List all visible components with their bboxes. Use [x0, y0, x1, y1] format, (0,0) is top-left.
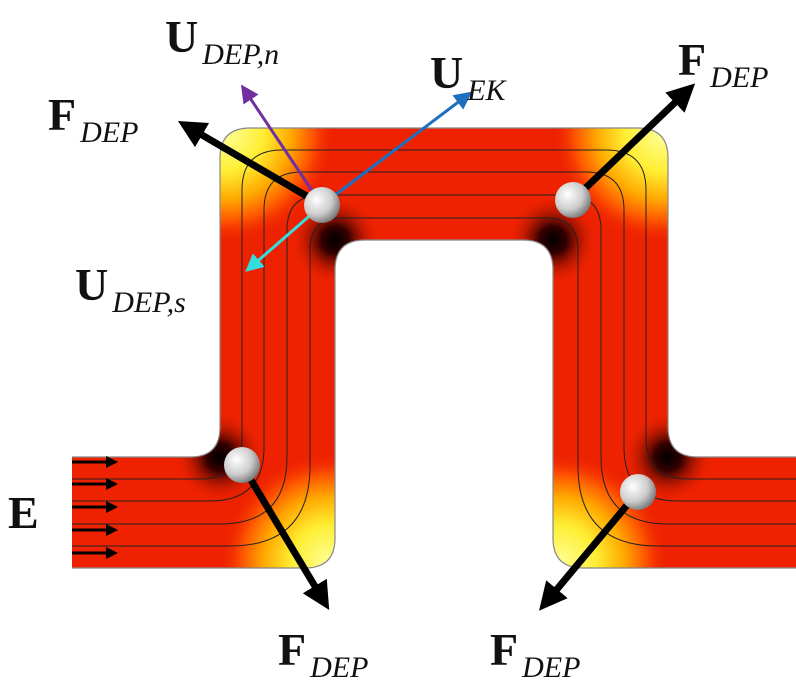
label-sub: DEP: [709, 61, 768, 94]
label-main: U: [75, 259, 108, 310]
label-sub: DEP,s⃗: [111, 286, 209, 319]
label-main: U: [165, 11, 198, 62]
label-sub: DEP: [521, 651, 580, 680]
label-main: U: [430, 47, 463, 98]
label-main: F: [48, 89, 76, 140]
label-main: F: [678, 34, 706, 85]
label: E: [8, 487, 39, 538]
label-main: E: [8, 487, 39, 538]
label-main: F: [490, 624, 518, 675]
label-sub: DEP: [79, 116, 138, 149]
label-sub: DEP,n⃗: [201, 38, 302, 71]
channel: [60, 23, 796, 673]
label-sub: DEP: [309, 651, 368, 680]
diagram: UDEP,n⃗UEKFDEPFDEPUDEP,s⃗EFDEPFDEP: [0, 0, 796, 680]
label-main: F: [278, 624, 306, 675]
label-sub: EK: [466, 74, 507, 107]
